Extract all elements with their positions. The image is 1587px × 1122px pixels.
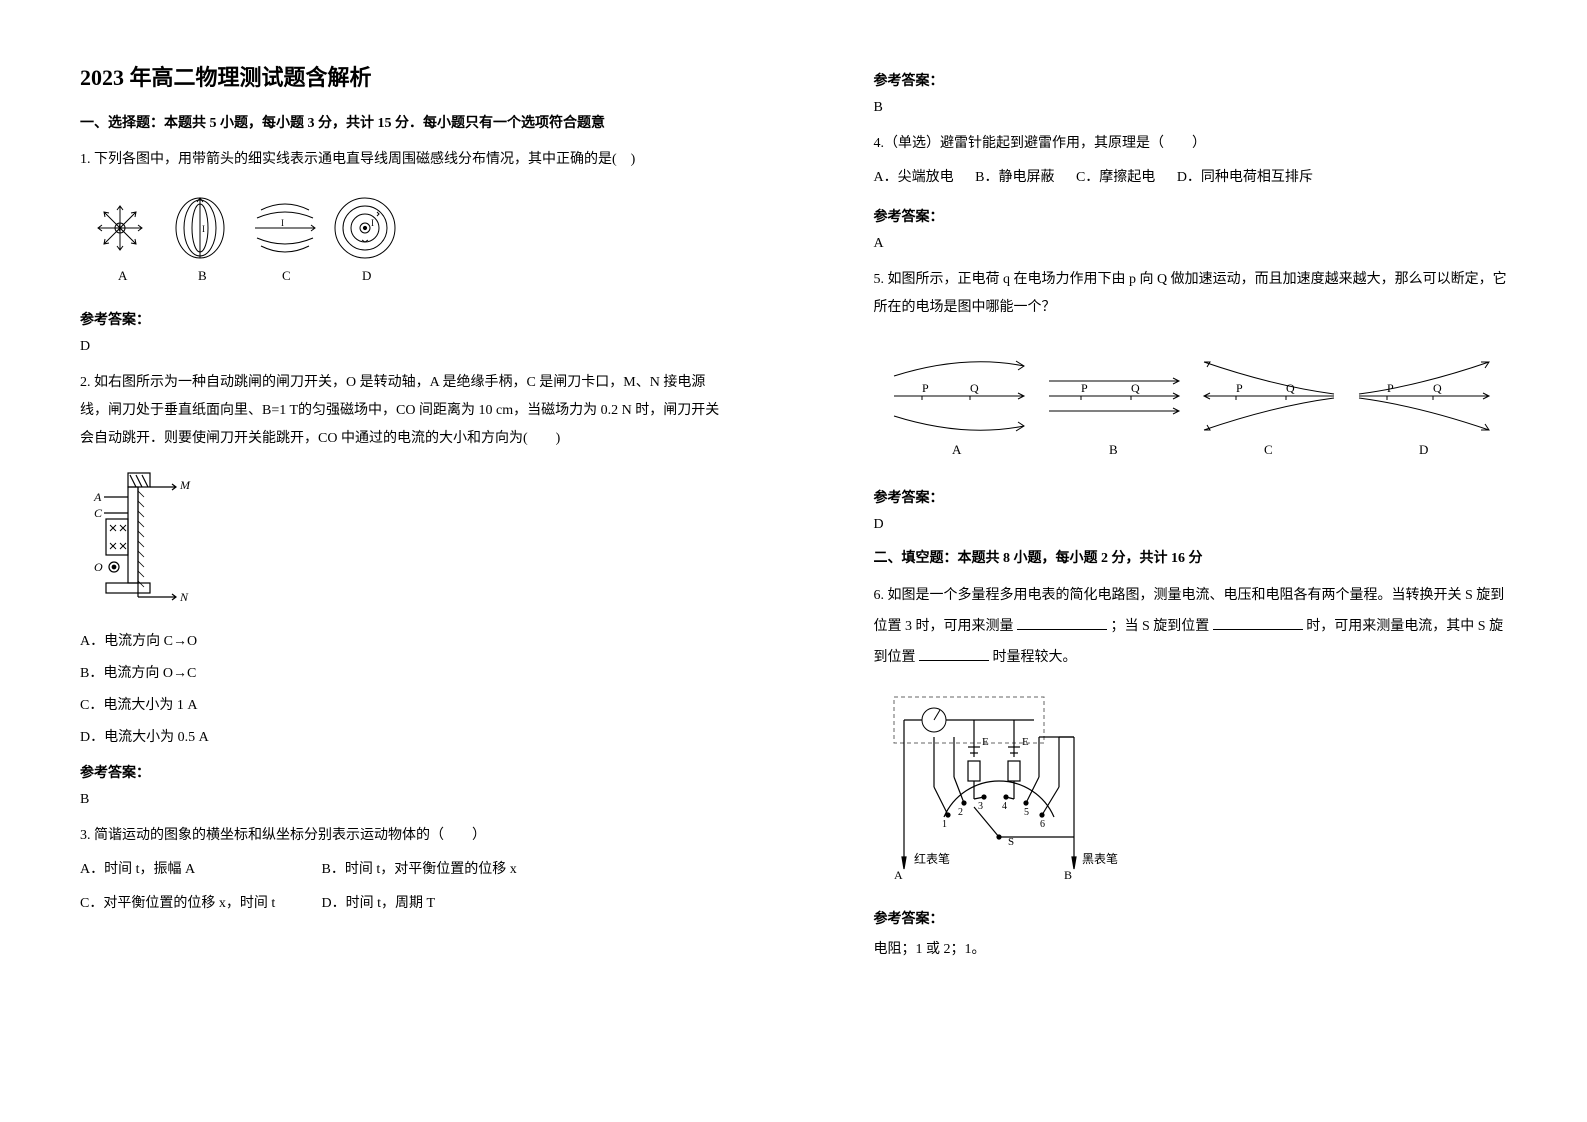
q3-opt-a: A．时间 t，振幅 A [80, 856, 300, 884]
svg-text:红表笔: 红表笔 [914, 851, 950, 866]
svg-text:P: P [1387, 381, 1394, 395]
q4-answer: A [874, 236, 1518, 252]
svg-text:Q: Q [1286, 381, 1295, 395]
q2-options: A．电流方向 C→O B．电流方向 O→C C．电流大小为 1 A D．电流大小… [80, 628, 724, 752]
svg-text:1: 1 [942, 819, 947, 830]
svg-text:I: I [371, 218, 374, 228]
question-3: 3. 简谐运动的图象的横坐标和纵坐标分别表示运动物体的（ ） A．时间 t，振幅… [80, 822, 724, 918]
question-3-text: 3. 简谐运动的图象的横坐标和纵坐标分别表示运动物体的（ ） [80, 822, 724, 850]
svg-text:Q: Q [1131, 381, 1140, 395]
svg-text:P: P [1236, 381, 1243, 395]
svg-text:Q: Q [970, 381, 979, 395]
svg-text:N: N [179, 590, 189, 604]
question-4-text: 4.（单选）避雷针能起到避雷作用，其原理是（ ） [874, 130, 1518, 158]
svg-text:P: P [1081, 381, 1088, 395]
svg-text:S: S [1008, 836, 1014, 848]
q2-opt-c: C．电流大小为 1 A [80, 692, 706, 720]
svg-text:A: A [93, 490, 102, 504]
svg-text:I: I [281, 218, 284, 228]
q3-opt-d: D．时间 t，周期 T [322, 890, 436, 918]
q4-opt-d: D．同种电荷相互排斥 [1177, 164, 1313, 192]
question-5: 5. 如图所示，正电荷 q 在电场力作用下由 p 向 Q 做加速运动，而且加速度… [874, 266, 1518, 322]
q4-answer-label: 参考答案： [874, 206, 1518, 226]
svg-text:I: I [118, 223, 121, 233]
question-2-text: 2. 如右图所示为一种自动跳闸的闸刀开关，O 是转动轴，A 是绝缘手柄，C 是闸… [80, 369, 724, 453]
svg-text:P: P [922, 381, 929, 395]
q6-figure: E E 1 2 3 4 5 6 S 红表笔 A 黑表笔 B [874, 687, 1518, 892]
question-2: 2. 如右图所示为一种自动跳闸的闸刀开关，O 是转动轴，A 是绝缘手柄，C 是闸… [80, 369, 724, 453]
svg-text:D: D [1419, 442, 1428, 457]
right-column: 参考答案： B 4.（单选）避雷针能起到避雷作用，其原理是（ ） A．尖端放电 … [794, 0, 1587, 1122]
svg-text:B: B [1064, 868, 1072, 882]
q4-opt-c: C．摩擦起电 [1076, 164, 1155, 192]
q2-opt-a: A．电流方向 C→O [80, 628, 706, 656]
question-4: 4.（单选）避雷针能起到避雷作用，其原理是（ ） A．尖端放电 B．静电屏蔽 C… [874, 130, 1518, 192]
svg-text:C: C [94, 506, 103, 520]
question-1: 1. 下列各图中，用带箭头的细实线表示通电直导线周围磁感线分布情况，其中正确的是… [80, 146, 724, 174]
question-1-text: 1. 下列各图中，用带箭头的细实线表示通电直导线周围磁感线分布情况，其中正确的是… [80, 146, 724, 174]
question-6: 6. 如图是一个多量程多用电表的简化电路图，测量电流、电压和电阻各有两个量程。当… [874, 581, 1518, 673]
q1-figure: I A I B [80, 188, 724, 293]
svg-text:Q: Q [1433, 381, 1442, 395]
q1-answer-label: 参考答案： [80, 309, 724, 329]
svg-text:A: A [894, 868, 903, 882]
svg-text:I: I [202, 224, 205, 234]
q6-blank-2 [1213, 616, 1303, 630]
q4-opt-b: B．静电屏蔽 [975, 164, 1054, 192]
svg-text:C: C [282, 268, 291, 283]
q2-answer: B [80, 792, 724, 808]
q2-answer-label: 参考答案： [80, 762, 724, 782]
svg-text:2: 2 [958, 807, 963, 818]
svg-text:E: E [982, 736, 989, 748]
q3-answer: B [874, 100, 1518, 116]
q5-answer: D [874, 517, 1518, 533]
svg-text:E: E [1022, 736, 1029, 748]
q5-figure: P Q A P Q B [874, 336, 1518, 471]
svg-text:A: A [952, 442, 962, 457]
q6-blank-3 [919, 647, 989, 661]
q3-answer-label: 参考答案： [874, 70, 1518, 90]
svg-text:D: D [362, 268, 371, 283]
svg-text:4: 4 [1002, 801, 1007, 812]
q2-figure: A C O M N [80, 467, 724, 612]
svg-text:A: A [118, 268, 128, 283]
q2-opt-b: B．电流方向 O→C [80, 660, 706, 688]
svg-text:5: 5 [1024, 807, 1029, 818]
q6-blank-1 [1017, 616, 1107, 630]
svg-text:B: B [1109, 442, 1118, 457]
svg-text:M: M [179, 478, 191, 492]
q6-answer: 电阻；1 或 2；1。 [874, 938, 1518, 958]
svg-text:O: O [94, 560, 103, 574]
page-title: 2023 年高二物理测试题含解析 [80, 60, 724, 92]
q2-opt-d: D．电流大小为 0.5 A [80, 724, 706, 752]
question-5-text: 5. 如图所示，正电荷 q 在电场力作用下由 p 向 Q 做加速运动，而且加速度… [874, 266, 1518, 322]
svg-text:3: 3 [978, 801, 983, 812]
svg-text:B: B [198, 268, 207, 283]
section-1-heading: 一、选择题：本题共 5 小题，每小题 3 分，共计 15 分．每小题只有一个选项… [80, 112, 724, 132]
q6-text-mid1: ；当 S 旋到位置 [1111, 619, 1210, 634]
q3-opt-b: B．时间 t，对平衡位置的位移 x [322, 856, 517, 884]
svg-text:C: C [1264, 442, 1273, 457]
q1-answer: D [80, 339, 724, 355]
svg-text:黑表笔: 黑表笔 [1082, 851, 1118, 866]
q3-opt-c: C．对平衡位置的位移 x，时间 t [80, 890, 300, 918]
q6-text-end: 时量程较大。 [993, 650, 1077, 665]
q4-opt-a: A．尖端放电 [874, 164, 954, 192]
q5-answer-label: 参考答案： [874, 487, 1518, 507]
svg-text:6: 6 [1040, 819, 1045, 830]
q6-answer-label: 参考答案： [874, 908, 1518, 928]
section-2-heading: 二、填空题：本题共 8 小题，每小题 2 分，共计 16 分 [874, 547, 1518, 567]
left-column: 2023 年高二物理测试题含解析 一、选择题：本题共 5 小题，每小题 3 分，… [0, 0, 794, 1122]
